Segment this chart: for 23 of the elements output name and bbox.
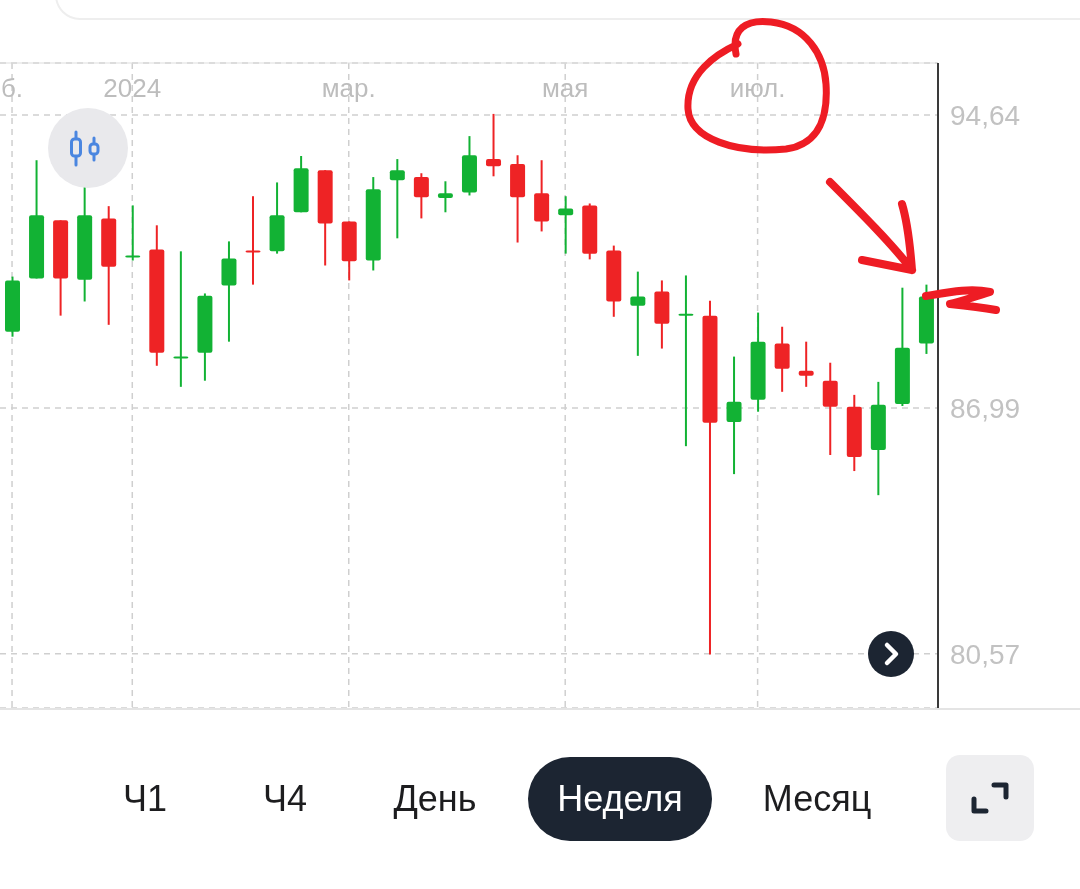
candlestick bbox=[437, 180, 453, 214]
candlestick bbox=[413, 172, 429, 220]
candlestick bbox=[630, 270, 646, 357]
x-tick-label: 2024 bbox=[103, 73, 162, 103]
y-tick-label: 86,99 bbox=[950, 392, 1021, 424]
text: Ч1 bbox=[122, 777, 168, 821]
y-tick-label: 94,64 bbox=[950, 100, 1021, 131]
x-tick-label: б. bbox=[0, 73, 24, 103]
text: День bbox=[392, 777, 478, 821]
candlestick bbox=[726, 355, 742, 476]
candlestick bbox=[486, 112, 502, 178]
candlestick bbox=[798, 340, 814, 388]
x-tick-label: мая bbox=[541, 73, 589, 103]
text: Ч4 bbox=[262, 777, 308, 821]
candlestick bbox=[389, 158, 405, 240]
text: Месяц bbox=[761, 777, 873, 821]
text: Неделя bbox=[528, 757, 712, 841]
x-tick-label: мар. bbox=[321, 73, 376, 103]
candlestick bbox=[558, 195, 574, 255]
y-tick-label: 80,57 bbox=[950, 638, 1021, 670]
candlestick bbox=[173, 250, 189, 388]
candlestick bbox=[678, 274, 694, 448]
x-tick-label: июл. bbox=[729, 73, 786, 103]
